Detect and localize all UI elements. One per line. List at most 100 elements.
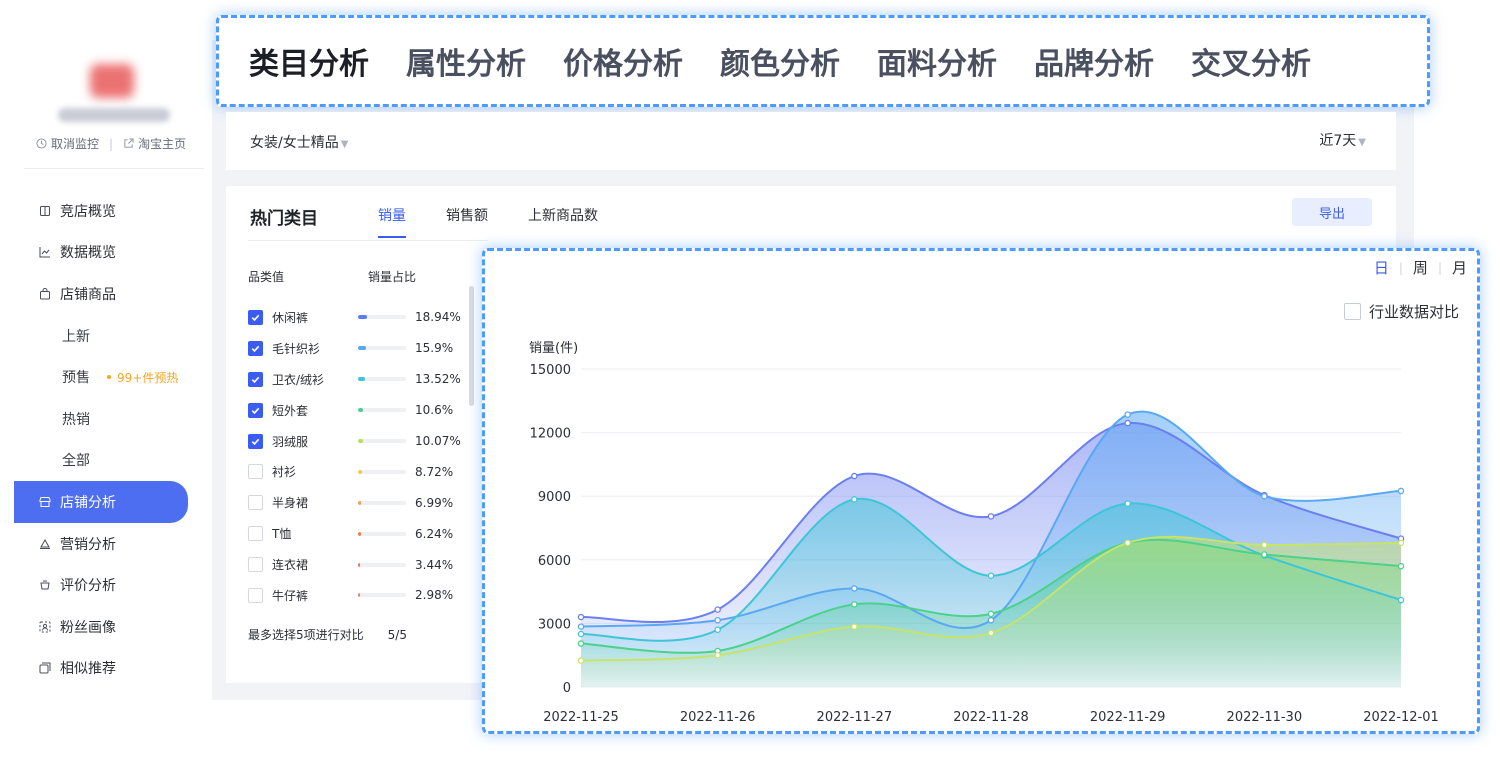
share-bar-fill [358,562,360,567]
category-select[interactable]: 女装/女士精品 ▼ [250,132,348,152]
y-tick-label: 15000 [530,363,571,378]
date-range-select[interactable]: 近7天 ▼ [1319,130,1366,150]
period-option-0[interactable]: 日 [1373,259,1389,277]
data-point [851,472,858,480]
date-range-value: 近7天 [1319,133,1357,149]
category-row: 羽绒服 10.07% [248,426,478,457]
compare-checkbox[interactable] [1343,303,1361,320]
category-checkbox[interactable] [248,340,263,356]
footer-note: 最多选择5项进行对比 [248,628,364,642]
top-tab-2[interactable]: 价格分析 [563,47,683,82]
share-bar [358,346,406,351]
x-tick-label: 2022-12-01 [1363,710,1439,725]
sidebar-item-10[interactable]: 粉丝画像 [14,606,212,648]
category-share: 15.9% [415,341,454,356]
category-checkbox[interactable] [248,587,263,603]
badge-text: 99+件预热 [117,370,179,385]
external-link-icon [124,138,134,148]
tab-sales-amount[interactable]: 销售额 [446,208,488,224]
sidebar-item-label: 店铺分析 [60,494,116,511]
category-name: T恤 [272,527,292,542]
list-footer: 最多选择5项进行对比 5/5 [248,626,407,643]
compare-label: 行业数据对比 [1368,303,1459,321]
sidebar-item-4[interactable]: 预售 99+件预热 [14,356,212,398]
share-bar [358,531,406,536]
top-tab-5[interactable]: 品牌分析 [1034,47,1154,82]
tab-new-items[interactable]: 上新商品数 [528,208,598,224]
period-option-2[interactable]: 月 [1451,259,1467,277]
category-name: 毛针织衫 [272,341,321,356]
top-tab-0[interactable]: 类目分析 [249,47,369,82]
sidebar-item-2[interactable]: 店铺商品 [14,273,212,315]
review-icon [38,579,51,592]
category-share: 3.44% [415,557,454,572]
sidebar-item-9[interactable]: 评价分析 [14,564,212,606]
category-checkbox[interactable] [248,371,263,387]
data-point [987,513,995,520]
share-bar-fill [358,469,363,474]
sidebar-item-label: 粉丝画像 [60,619,116,636]
filter-bar: 女装/女士精品 ▼ 近7天 ▼ [226,112,1396,170]
sidebar-item-label: 预售 [62,370,90,387]
sidebar-item-5[interactable]: 热销 [14,398,212,440]
data-point [1397,596,1405,604]
y-tick-label: 3000 [538,617,571,632]
data-point [987,629,995,637]
category-checkbox[interactable] [248,557,263,573]
top-tab-6[interactable]: 交叉分析 [1191,47,1311,82]
sidebar-item-7[interactable]: 店铺分析 [14,481,188,523]
category-row: 衬衫 8.72% [248,456,478,487]
category-name: 短外套 [272,403,309,418]
category-checkbox[interactable] [248,309,263,325]
category-row: 短外套 10.6% [248,395,478,426]
tab-sales-volume[interactable]: 销量 [378,208,406,224]
fans-icon [38,620,51,633]
top-tab-4[interactable]: 面料分析 [877,47,997,82]
panel-title: 热门类目 [250,209,318,229]
category-checkbox[interactable] [248,402,263,418]
unmonitor-link[interactable]: 取消监控 [36,135,99,152]
sidebar-item-label: 上新 [62,328,90,345]
data-point [577,640,585,647]
series-area-4 [581,536,1401,687]
clock-icon [36,138,47,149]
sidebar-item-3[interactable]: 上新 [14,315,212,357]
category-share: 18.94% [415,310,461,325]
sidebar-nav: 竞店概览 数据概览店铺商品上新预售 99+件预热热销全部店铺分析营销分析 评价分析粉丝… [14,190,212,689]
sidebar-item-0[interactable]: 竞店概览 [14,190,212,232]
data-point [577,657,585,664]
top-tab-3[interactable]: 颜色分析 [720,47,840,82]
category-checkbox[interactable] [248,526,263,542]
list-scrollbar[interactable] [469,286,474,406]
sidebar-item-8[interactable]: 营销分析 [14,523,212,565]
top-tab-1[interactable]: 属性分析 [406,47,526,82]
similar-icon [38,662,51,675]
category-name: 半身裙 [272,496,309,511]
x-tick-label: 2022-11-30 [1227,710,1303,725]
sidebar-item-11[interactable]: 相似推荐 [14,648,212,690]
y-tick-label: 12000 [530,427,571,442]
share-bar [358,377,406,382]
data-point [714,626,721,634]
category-checkbox[interactable] [248,464,263,480]
category-checkbox[interactable] [248,433,263,449]
active-tab-indicator [378,236,406,238]
period-option-1[interactable]: 周 [1412,259,1428,277]
data-point [851,601,858,608]
sidebar-item-label: 全部 [62,453,90,470]
data-point [987,616,995,624]
category-name: 牛仔裤 [272,588,309,603]
sidebar-item-label: 店铺商品 [60,286,116,303]
sidebar-item-6[interactable]: 全部 [14,440,212,482]
trend-chart-card: 0 3000 6000 9000 12000 15000 2022-11-25 2022-11… [482,248,1480,734]
category-checkbox[interactable] [248,495,263,511]
industry-compare-toggle[interactable]: 行业数据对比 [1343,301,1459,322]
data-point [1397,562,1405,570]
trend-chart: 0 3000 6000 9000 12000 15000 2022-11-25 2022-11… [530,363,1439,725]
sidebar [14,40,212,700]
sidebar-item-1[interactable]: 数据概览 [14,232,212,274]
homepage-link[interactable]: 淘宝主页 [123,135,186,152]
category-name: 衬衫 [272,465,297,480]
y-tick-label: 0 [563,681,571,696]
export-button[interactable]: 导出 [1292,198,1372,226]
